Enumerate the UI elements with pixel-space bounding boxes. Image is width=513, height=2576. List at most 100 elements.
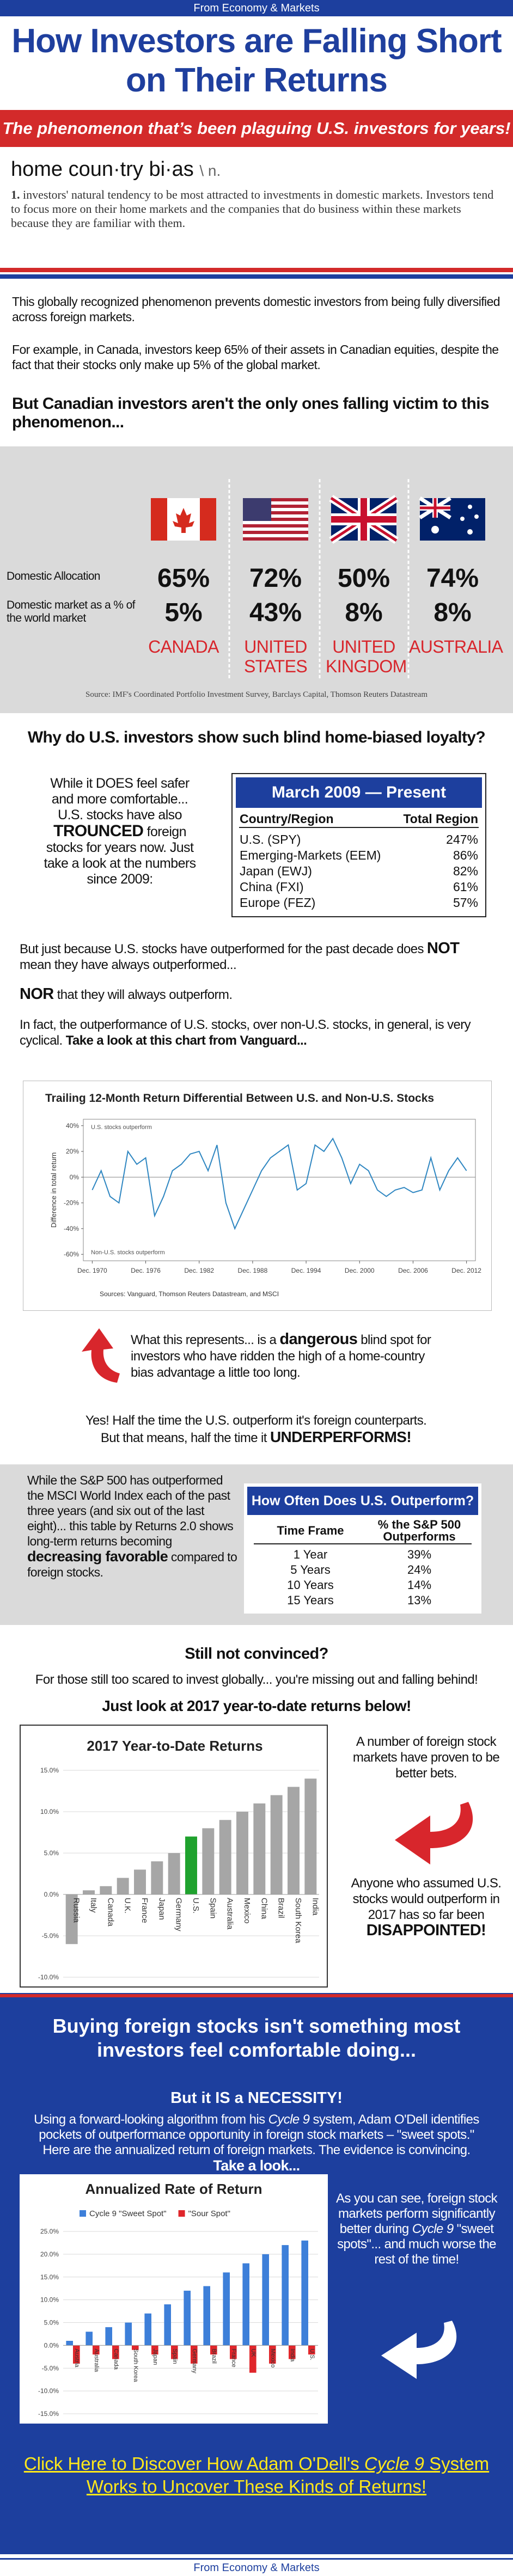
table: Country/Region Total Region U.S. (SPY) 247… bbox=[239, 811, 479, 911]
cell: 1 Year bbox=[293, 1548, 328, 1561]
legend-label: "Sour Spot" bbox=[188, 2209, 230, 2218]
bar bbox=[308, 2345, 315, 2355]
y-tick-label: 15.0% bbox=[40, 2273, 59, 2281]
bar bbox=[282, 2245, 289, 2346]
flag-usa bbox=[243, 498, 308, 541]
legend-swatch bbox=[178, 2210, 185, 2217]
outperform-p1: But just because U.S. stocks have outper… bbox=[20, 941, 493, 973]
bar bbox=[230, 2345, 237, 2359]
bar bbox=[269, 2345, 276, 2364]
comparison-graphics bbox=[151, 479, 485, 680]
x-tick-label: South Korea bbox=[294, 1898, 303, 1943]
definition-pos: \ n. bbox=[199, 162, 221, 179]
allocation-value: 72% bbox=[249, 564, 302, 593]
y-axis-label: Difference in total return bbox=[50, 1152, 58, 1228]
text-part: Using a forward-looking algorithm from h… bbox=[34, 2112, 268, 2127]
y-tick-label: 40% bbox=[66, 1122, 79, 1130]
x-tick-label: Spain bbox=[208, 1898, 217, 1918]
bar bbox=[304, 1778, 317, 1894]
emphasis[interactable]: Cycle 9 bbox=[364, 2454, 424, 2474]
text-part: But just because U.S. stocks have outper… bbox=[20, 942, 427, 956]
bar bbox=[236, 1812, 248, 1894]
loyalty-text: While it DOES feel safer and more comfor… bbox=[38, 776, 201, 887]
emphasis: Take a look... bbox=[213, 2157, 300, 2174]
cta-link[interactable]: Click Here to Discover How Adam O'Dell's… bbox=[16, 2452, 497, 2498]
text-part: that they will always outperform. bbox=[53, 988, 233, 1002]
flag-australia bbox=[419, 496, 485, 541]
bar bbox=[171, 2345, 178, 2359]
bar bbox=[164, 2304, 171, 2346]
bar bbox=[73, 2345, 80, 2364]
x-tick-label: Mexico bbox=[242, 1898, 252, 1924]
y-tick-label: -10.0% bbox=[38, 1973, 59, 1981]
x-tick-label: Dec. 2000 bbox=[345, 1267, 375, 1274]
ytd-heading: Still not convinced? bbox=[185, 1645, 328, 1663]
x-tick-label: Italy bbox=[89, 1898, 98, 1913]
x-tick-label: France bbox=[140, 1898, 149, 1923]
text-part: foreign stocks for years now. Just take … bbox=[44, 824, 196, 887]
outperform-p2: NOR that they will always outperform. bbox=[20, 985, 493, 1003]
allocation-value: 65% bbox=[157, 564, 210, 593]
y-tick-label: 5.0% bbox=[44, 1849, 59, 1857]
outperform-p3: In fact, the outperformance of U.S. stoc… bbox=[20, 1017, 493, 1048]
top-bar: From Economy & Markets bbox=[0, 0, 513, 16]
column-header: Time Frame bbox=[277, 1524, 344, 1537]
definition-term: home coun·try bi·as bbox=[11, 158, 194, 181]
text-part: "sweet spots"... and much worse the rest… bbox=[337, 2222, 496, 2267]
y-tick-label: 10.0% bbox=[40, 2296, 59, 2304]
bar bbox=[203, 2286, 210, 2346]
ytd-p1: For those still too scared to invest glo… bbox=[35, 1672, 478, 1687]
main-title: How Investors are Falling Short on Their… bbox=[11, 22, 502, 99]
x-tick-label: Germany bbox=[191, 2348, 198, 2373]
cell: 82% bbox=[453, 864, 478, 878]
x-tick-label: Canada bbox=[106, 1898, 115, 1927]
cell: U.S. (SPY) bbox=[240, 832, 301, 847]
x-tick-label: Dec. 2012 bbox=[451, 1267, 481, 1274]
bar bbox=[270, 1795, 283, 1894]
column-header: % the S&P 500 Outperforms bbox=[377, 1518, 461, 1543]
definition-term-line: home coun·try bi·as \ n. bbox=[11, 158, 501, 181]
x-tick-label: Brazil bbox=[277, 1898, 286, 1918]
bar bbox=[289, 2345, 296, 2359]
ytd-bar-chart: 2017 Year-to-Date Returns 15.0% 10.0% 5.0% 0… bbox=[20, 1725, 328, 1988]
bar bbox=[185, 1836, 197, 1894]
legend-label: Cycle 9 "Sweet Spot" bbox=[89, 2209, 167, 2218]
text-part[interactable]: Click Here to Discover How Adam O'Dell's bbox=[23, 2454, 364, 2474]
cell: 86% bbox=[453, 848, 478, 862]
text-part: While it DOES feel safer and more comfor… bbox=[50, 776, 190, 823]
text-part[interactable]: System Works to Uncover These Kinds of R… bbox=[86, 2454, 490, 2497]
row-label: Domestic Allocation bbox=[7, 570, 100, 582]
y-tick-label: -40% bbox=[64, 1225, 79, 1232]
flag-canada bbox=[151, 498, 216, 541]
chart-title: Annualized Rate of Return bbox=[85, 2181, 262, 2197]
cell: China (FXI) bbox=[240, 880, 304, 894]
cell: 14% bbox=[407, 1578, 432, 1592]
intro-p1: This globally recognized phenomenon prev… bbox=[12, 295, 500, 324]
stripe bbox=[0, 1990, 513, 1993]
y-tick-label: -5.0% bbox=[42, 1932, 59, 1940]
emphasis: dangerous bbox=[279, 1330, 358, 1348]
since-2009-table: March 2009 — Present Country/Region Total… bbox=[231, 773, 486, 917]
x-tick-label: Dec. 1982 bbox=[184, 1267, 214, 1274]
cell: Emerging-Markets (EEM) bbox=[240, 848, 381, 862]
y-tick-label: 15.0% bbox=[40, 1767, 59, 1774]
x-tick-label: Dec. 1988 bbox=[238, 1267, 268, 1274]
banner: The phenomenon that’s been plaguing U.S.… bbox=[0, 110, 513, 147]
bar bbox=[144, 2313, 151, 2346]
top-source: From Economy & Markets bbox=[193, 2, 320, 14]
bar bbox=[86, 2332, 93, 2346]
bar bbox=[151, 2345, 158, 2355]
x-tick-label: Russia bbox=[72, 1898, 81, 1923]
country-name: UNITED KINGDOM bbox=[326, 637, 407, 676]
bottom-bar: From Economy & Markets bbox=[0, 2558, 513, 2575]
bar bbox=[117, 1878, 129, 1894]
cell: 24% bbox=[407, 1563, 432, 1577]
bar bbox=[202, 1828, 215, 1894]
text-part: blind spot for investors who have ridden… bbox=[131, 1333, 431, 1380]
y-tick-label: 25.0% bbox=[40, 2228, 59, 2235]
y-tick-label: -60% bbox=[64, 1250, 79, 1258]
cell: 5 Years bbox=[290, 1563, 331, 1577]
comparison-panel bbox=[0, 446, 513, 713]
